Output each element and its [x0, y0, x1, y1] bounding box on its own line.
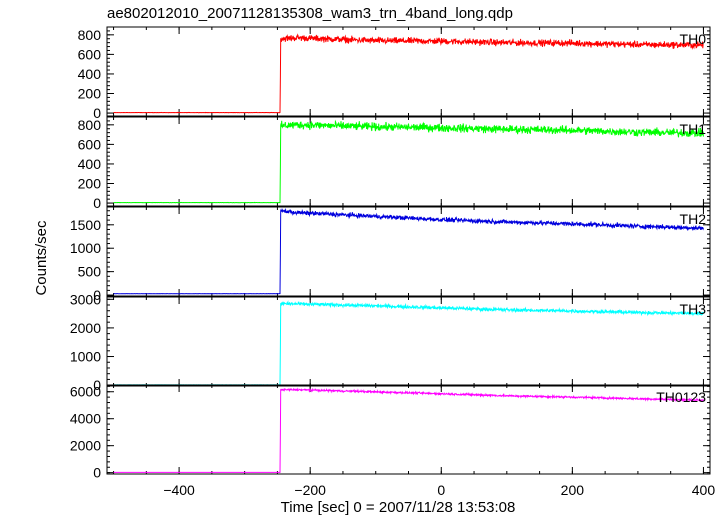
panel-th0123: 0 2000 4000 6000 TH0123: [70, 384, 711, 481]
series-label: TH0123: [656, 389, 706, 405]
panel-frame: [106, 206, 711, 297]
y-tick-label: 200: [78, 176, 102, 192]
x-axis-title: Time [sec] 0 = 2007/11/28 13:53:08: [281, 499, 516, 516]
panel-th2: 0 500 1000 1500 TH2: [70, 206, 711, 303]
y-tick-label: 4000: [70, 411, 101, 427]
series-label: TH0: [680, 31, 707, 47]
y-tick-label: 2000: [70, 438, 101, 454]
series-line-th1: [113, 119, 704, 204]
series-line-th3: [113, 300, 704, 386]
y-tick-label: 3000: [70, 291, 101, 307]
y-tick-label: 800: [78, 117, 102, 133]
y-tick-label: 0: [93, 465, 101, 481]
panel-stack: 0 200 400 600 800 TH0 0 200 400 600 800 TH1 0 500 1000…: [70, 26, 711, 481]
x-tick-label: 400: [692, 482, 716, 498]
y-tick-label: 0: [93, 105, 101, 121]
y-tick-label: 600: [78, 136, 102, 152]
x-tick-label: 200: [561, 482, 585, 498]
series-line-th0123: [113, 387, 704, 473]
chart-title: ae802012010_20071128135308_wam3_trn_4ban…: [107, 5, 513, 22]
y-tick-label: 400: [78, 66, 102, 82]
x-tick-label: −200: [294, 482, 326, 498]
y-tick-label: 0: [93, 377, 101, 393]
y-tick-label: 1500: [70, 217, 101, 233]
y-tick-label: 800: [78, 27, 102, 43]
x-tick-label: −400: [163, 482, 195, 498]
panel-th1: 0 200 400 600 800 TH1: [78, 116, 711, 211]
series-line-th2: [113, 207, 704, 295]
y-tick-label: 1000: [70, 349, 101, 365]
y-tick-label: 1000: [70, 240, 101, 256]
y-axis-title: Counts/sec: [33, 220, 50, 296]
series-line-th0: [113, 33, 704, 114]
y-tick-label: 0: [93, 287, 101, 303]
series-label: TH2: [680, 211, 707, 227]
series-label: TH1: [680, 121, 707, 137]
y-tick-label: 2000: [70, 320, 101, 336]
panel-th0: 0 200 400 600 800 TH0: [78, 26, 711, 121]
y-tick-label: 200: [78, 86, 102, 102]
y-tick-label: 6000: [70, 384, 101, 400]
y-tick-label: 400: [78, 156, 102, 172]
y-tick-label: 0: [93, 195, 101, 211]
x-tick-label: 0: [437, 482, 445, 498]
x-axis-tick-labels: −400 −200 0 200 400: [163, 482, 715, 498]
y-tick-label: 600: [78, 46, 102, 62]
series-label: TH3: [680, 301, 707, 317]
panel-th3: 0 1000 2000 3000 TH3: [70, 291, 711, 393]
y-tick-label: 500: [78, 264, 102, 280]
